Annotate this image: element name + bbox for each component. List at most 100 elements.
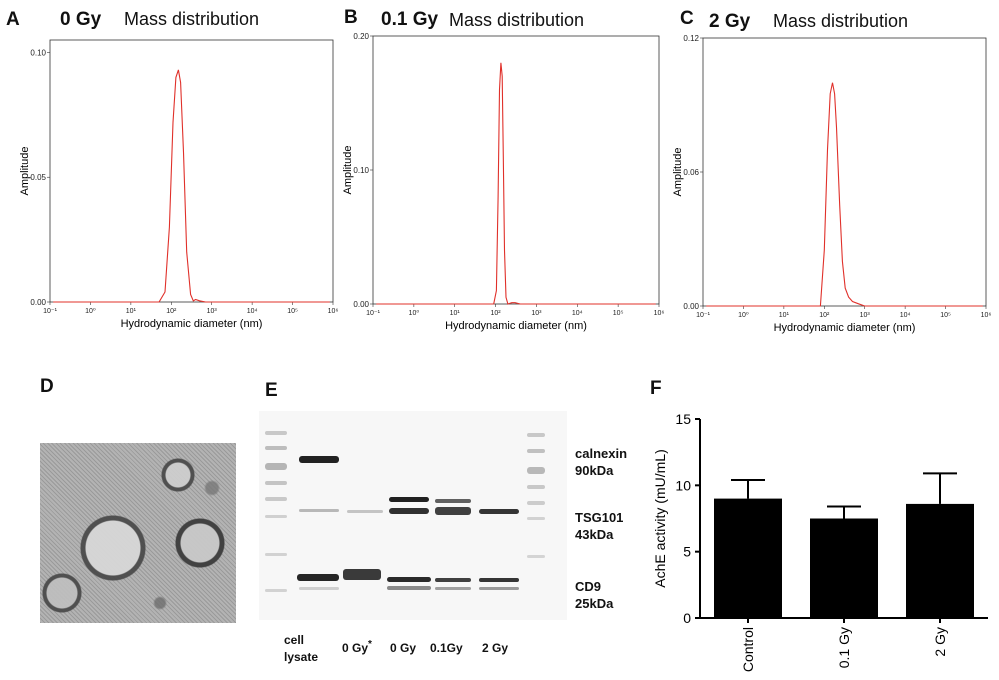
band-tsg101-2gy	[479, 509, 519, 514]
band-cd9-0gy	[387, 577, 431, 582]
x-tick-label-c: 10⁴	[900, 312, 911, 319]
y-tick-label-a: 0.10	[30, 48, 46, 57]
panel-c-title: Mass distribution	[773, 11, 909, 31]
ladder-band	[265, 463, 287, 470]
x-axis-label-a: Hydrodynamic diameter (nm)	[121, 318, 263, 330]
x-tick-label-c: 10⁶	[981, 312, 992, 319]
panel-e-letter: E	[265, 380, 278, 401]
marker-label-tsg101: TSG101 43kDa	[575, 510, 624, 542]
band-cd9-01gy	[435, 578, 471, 582]
x-tick-label-a: 10¹	[126, 308, 137, 315]
lane-label-cell-lysate: cell lysate	[284, 633, 319, 664]
x-tick-label-f: 0.1 Gy	[836, 627, 852, 668]
panel-a-dose: 0 Gy	[60, 9, 102, 30]
panel-b-dose: 0.1 Gy	[381, 9, 439, 30]
bar-0	[714, 498, 782, 618]
y-tick-label-c: 0.06	[683, 168, 699, 177]
x-tick-label-b: 10⁴	[572, 310, 583, 317]
x-tick-label-a: 10⁶	[328, 308, 339, 315]
panel-a-letter: A	[6, 9, 20, 30]
x-tick-label-a: 10²	[166, 308, 177, 315]
x-tick-label-b: 10⁰	[409, 309, 420, 317]
y-tick-label-b: 0.00	[353, 300, 369, 309]
ladder-band	[265, 497, 287, 501]
y-tick-label-a: 0.00	[30, 298, 46, 307]
y-tick-label-f: 0	[683, 610, 691, 626]
band-cd9-2gy	[479, 578, 519, 582]
distribution-curve-a	[53, 69, 330, 303]
bar-1	[810, 518, 878, 618]
x-tick-label-a: 10³	[207, 308, 218, 315]
panel-d-letter: D	[40, 376, 54, 397]
band-cd9-lysate	[297, 574, 339, 581]
lane-star-mark: *	[368, 639, 372, 650]
ladder-band	[265, 553, 287, 556]
bar-2	[906, 503, 974, 618]
y-tick-label-a: 0.05	[30, 173, 46, 182]
band-tsg101-0gy	[389, 508, 429, 514]
band-tsg101-lysate	[299, 509, 339, 512]
x-tick-label-b: 10²	[491, 310, 502, 317]
lane-label-0gy: 0 Gy	[390, 641, 417, 655]
panel-b-title: Mass distribution	[449, 10, 585, 30]
band-cd9b-2gy	[479, 587, 519, 590]
lane-label-2gy: 2 Gy	[482, 641, 509, 655]
y-tick-label-b: 0.20	[353, 32, 369, 41]
panel-c-dose: 2 Gy	[709, 11, 751, 32]
y-tick-label-c: 0.00	[683, 302, 699, 311]
x-tick-label-a: 10⁻¹	[43, 308, 57, 315]
marker-label-calnexin: calnexin 90kDa	[575, 446, 628, 478]
ladder-band	[265, 481, 287, 485]
x-axis-label-c: Hydrodynamic diameter (nm)	[774, 322, 916, 334]
x-tick-label-c: 10²	[819, 312, 830, 319]
band-cd9-0gy-star	[343, 569, 381, 580]
ladder-band	[527, 501, 545, 505]
panel-c-letter: C	[680, 8, 694, 29]
ladder-band	[527, 433, 545, 437]
x-tick-label-a: 10⁵	[287, 308, 298, 315]
ladder-band	[265, 515, 287, 518]
distribution-curve-b	[376, 62, 656, 305]
band-tsg101-01gy	[435, 507, 471, 515]
y-tick-label-b: 0.10	[353, 166, 369, 175]
y-axis-label-c: Amplitude	[672, 148, 684, 197]
x-tick-label-b: 10³	[531, 310, 542, 317]
western-blot	[259, 411, 567, 620]
band-upper-01gy	[435, 499, 471, 503]
x-tick-label-b: 10⁶	[654, 310, 665, 317]
ladder-band	[527, 555, 545, 558]
x-tick-label-f: Control	[740, 627, 756, 672]
y-axis-label-f: AchE activity (mU/mL)	[652, 449, 668, 587]
y-tick-label-f: 5	[683, 544, 691, 560]
distribution-curve-c	[706, 82, 983, 307]
panel-f-letter: F	[650, 378, 662, 399]
ladder-band	[527, 449, 545, 453]
ladder-band	[527, 517, 545, 520]
band-cd9b-0gy	[387, 586, 431, 590]
ladder-band	[527, 467, 545, 474]
y-tick-label-f: 15	[675, 411, 691, 427]
x-axis-label-b: Hydrodynamic diameter (nm)	[445, 320, 587, 332]
x-tick-label-f: 2 Gy	[932, 627, 948, 657]
y-tick-label-c: 0.12	[683, 34, 699, 43]
band-cd9b-01gy	[435, 587, 471, 590]
tem-micrograph	[40, 443, 236, 623]
ladder-band	[265, 446, 287, 450]
ladder-band	[265, 589, 287, 592]
lane-label-0gy-star: 0 Gy*	[342, 639, 372, 655]
x-tick-label-c: 10⁵	[940, 312, 951, 319]
band-tsg101-0gy-star	[347, 510, 383, 513]
x-tick-label-a: 10⁴	[247, 308, 258, 315]
x-tick-label-b: 10¹	[450, 310, 461, 317]
x-tick-label-a: 10⁰	[85, 307, 96, 315]
x-tick-label-c: 10⁰	[738, 311, 749, 319]
y-axis-label-b: Amplitude	[342, 146, 354, 195]
panel-a-title: Mass distribution	[124, 9, 260, 29]
ladder-band	[265, 431, 287, 435]
x-tick-label-b: 10⁻¹	[366, 310, 380, 317]
x-tick-label-b: 10⁵	[613, 310, 624, 317]
y-tick-label-f: 10	[675, 477, 691, 493]
